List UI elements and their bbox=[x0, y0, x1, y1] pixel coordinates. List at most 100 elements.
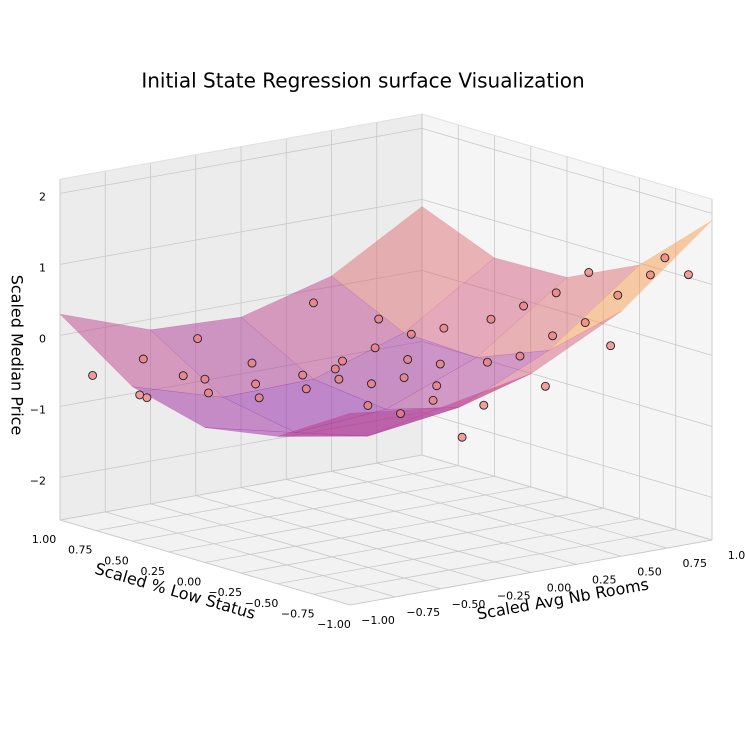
data-point bbox=[432, 381, 442, 391]
y-tick-label: −0.75 bbox=[281, 607, 315, 620]
data-point bbox=[193, 334, 203, 344]
x-tick-label: 0.75 bbox=[683, 557, 708, 570]
grid-line bbox=[59, 412, 423, 478]
data-point bbox=[457, 432, 467, 442]
y-tick-label: 0.50 bbox=[104, 554, 129, 567]
data-point bbox=[428, 395, 438, 405]
y-tick-label: 0.00 bbox=[177, 576, 202, 589]
data-point bbox=[584, 268, 594, 277]
data-point bbox=[645, 270, 655, 280]
data-point bbox=[406, 329, 416, 339]
data-point bbox=[479, 400, 489, 410]
data-point bbox=[613, 290, 623, 300]
data-point bbox=[330, 364, 340, 374]
surface-cell bbox=[295, 407, 459, 437]
z-tick-label: −1 bbox=[30, 403, 46, 416]
surface-cell bbox=[385, 350, 550, 410]
data-point bbox=[367, 379, 376, 389]
data-point bbox=[486, 314, 496, 324]
data-point bbox=[363, 401, 373, 410]
x-tick-label: −0.50 bbox=[452, 598, 486, 611]
data-point bbox=[200, 374, 210, 384]
grid-line bbox=[421, 412, 713, 498]
z-tick-label: 0 bbox=[39, 332, 46, 345]
data-point bbox=[519, 301, 529, 311]
surface-cell bbox=[132, 386, 296, 433]
x-tick-label: 1.00 bbox=[728, 549, 745, 562]
grid-line bbox=[241, 507, 604, 574]
grid-line bbox=[59, 454, 423, 521]
grid-line bbox=[96, 465, 459, 532]
grid-line bbox=[59, 270, 423, 336]
data-point bbox=[338, 356, 347, 366]
y-tick-label: 0.75 bbox=[68, 544, 93, 557]
data-point bbox=[551, 288, 561, 298]
data-point bbox=[399, 373, 409, 383]
grid-line bbox=[59, 341, 423, 407]
data-point bbox=[251, 379, 261, 389]
chart-title: Initial State Regression surface Visuali… bbox=[141, 69, 584, 93]
grid-line bbox=[132, 475, 495, 542]
z-tick-label: 2 bbox=[39, 190, 46, 203]
surface-cell bbox=[548, 220, 713, 351]
z-tick-label: 1 bbox=[39, 261, 46, 274]
y-tick-label: −0.50 bbox=[245, 597, 279, 610]
grid-line bbox=[349, 539, 713, 606]
data-point bbox=[606, 341, 616, 351]
data-point bbox=[247, 358, 257, 368]
data-point bbox=[580, 318, 590, 328]
data-point bbox=[435, 359, 445, 369]
surface-cell bbox=[312, 332, 478, 410]
surface-cell bbox=[222, 378, 387, 433]
grid-line bbox=[421, 199, 713, 285]
x-tick-label: 0.00 bbox=[547, 582, 572, 595]
grid-line bbox=[421, 341, 713, 427]
x-tick-label: −1.00 bbox=[361, 614, 395, 627]
data-point bbox=[204, 388, 213, 398]
data-point bbox=[309, 298, 318, 308]
data-point bbox=[396, 409, 405, 418]
data-point bbox=[370, 343, 380, 353]
data-point bbox=[138, 354, 148, 364]
z-axis-label: Scaled Median Price bbox=[8, 275, 27, 436]
surface-cell bbox=[331, 206, 495, 334]
y-tick-label: −0.25 bbox=[208, 586, 242, 599]
surface-cell bbox=[149, 316, 315, 398]
data-point bbox=[178, 371, 188, 381]
grid-line bbox=[313, 528, 676, 595]
grid-line bbox=[421, 128, 713, 214]
y-tick-label: 0.25 bbox=[141, 565, 166, 578]
x-tick-label: 0.25 bbox=[592, 573, 617, 586]
y-tick-label: 1.00 bbox=[32, 533, 57, 546]
surface-cell bbox=[204, 427, 369, 437]
x-tick-label: 0.50 bbox=[637, 565, 662, 578]
surface-cell bbox=[458, 311, 622, 408]
surface-cell bbox=[403, 257, 568, 358]
x-tick-label: −0.25 bbox=[497, 590, 531, 603]
z-tick-label: −2 bbox=[30, 474, 46, 487]
data-point bbox=[334, 374, 344, 384]
data-point bbox=[515, 351, 525, 361]
data-point bbox=[540, 381, 550, 391]
grid-line bbox=[59, 128, 423, 194]
data-point bbox=[548, 331, 558, 341]
x-tick-label: −0.75 bbox=[406, 606, 440, 619]
data-point bbox=[482, 357, 492, 367]
data-point bbox=[374, 314, 384, 324]
data-point bbox=[298, 370, 308, 380]
data-point bbox=[88, 371, 98, 380]
grid-line bbox=[59, 199, 423, 265]
panes bbox=[59, 113, 713, 606]
grid-line bbox=[277, 518, 640, 585]
surface-cell bbox=[475, 264, 641, 358]
data-point bbox=[439, 323, 449, 333]
data-point bbox=[403, 355, 413, 364]
data-point bbox=[301, 384, 311, 394]
data-point bbox=[142, 393, 152, 403]
data-point bbox=[684, 270, 693, 280]
grid-line bbox=[168, 486, 531, 553]
grid-line bbox=[421, 270, 713, 356]
surface-cell bbox=[367, 373, 532, 437]
data-point bbox=[254, 393, 264, 403]
